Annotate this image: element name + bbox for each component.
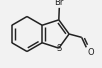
Text: O: O [88, 48, 94, 57]
Text: Br: Br [55, 0, 64, 7]
Text: S: S [56, 44, 61, 53]
